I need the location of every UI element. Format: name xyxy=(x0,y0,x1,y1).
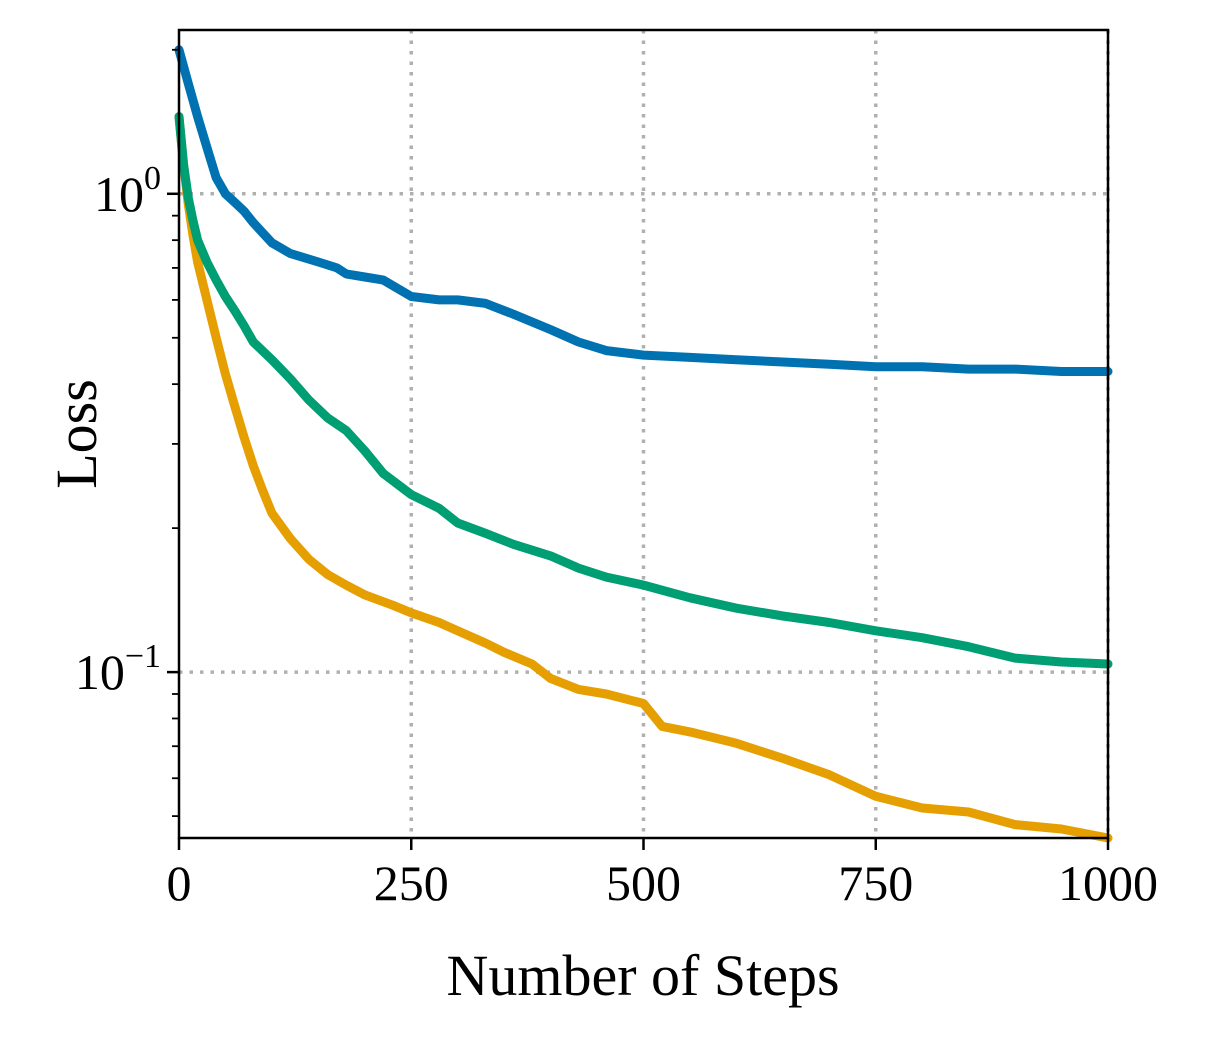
x-tick-label: 750 xyxy=(838,855,913,911)
series-line-2 xyxy=(174,112,1113,843)
labels-layer: Number of Steps Loss xyxy=(44,379,840,1008)
axes-layer: 0 250 500 750 1000 100 10−1 xyxy=(75,28,1158,911)
x-tick-label: 500 xyxy=(606,855,681,911)
y-axis-title: Loss xyxy=(44,379,109,489)
series-layer xyxy=(174,45,1113,843)
grid-layer xyxy=(179,30,1110,838)
x-tick-label: 250 xyxy=(374,855,449,911)
plot-frame xyxy=(177,28,1110,840)
y-tick-label: 10−1 xyxy=(75,638,161,700)
y-tick-label: 100 xyxy=(94,160,161,222)
series-line-1 xyxy=(174,45,1113,376)
x-tick-label: 1000 xyxy=(1058,855,1158,911)
x-tick-label: 0 xyxy=(167,855,192,911)
series-line-3 xyxy=(174,112,1113,669)
x-axis-title: Number of Steps xyxy=(446,943,839,1008)
